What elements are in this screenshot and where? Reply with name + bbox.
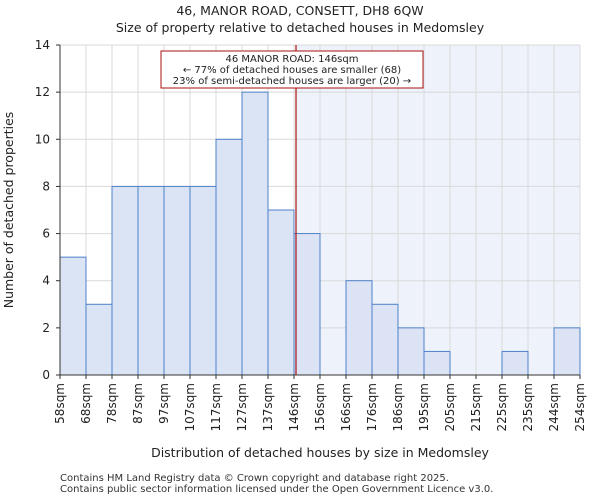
annotation-larger: 23% of semi-detached houses are larger (… [173, 76, 411, 87]
histogram-bar [163, 185, 191, 376]
x-tick-label: 87sqm [131, 383, 145, 424]
x-tick-label: 156sqm [313, 383, 327, 431]
histogram-bar [553, 327, 581, 376]
x-tick-label: 195sqm [417, 383, 431, 431]
y-tick-label: 14 [35, 38, 50, 52]
x-tick-label: 235sqm [521, 383, 535, 431]
x-tick-label: 205sqm [443, 383, 457, 431]
histogram-bar [111, 185, 139, 376]
y-tick-label: 4 [42, 274, 50, 288]
histogram-bar [397, 327, 425, 376]
x-tick-label: 117sqm [209, 383, 223, 431]
histogram-bar [345, 280, 373, 376]
histogram-bar [423, 350, 451, 376]
y-tick-label: 10 [35, 132, 50, 146]
histogram-bar [85, 303, 113, 376]
x-tick-label: 254sqm [573, 383, 587, 431]
x-tick-label: 166sqm [339, 383, 353, 431]
x-tick-label: 186sqm [391, 383, 405, 431]
x-tick-label: 127sqm [235, 383, 249, 431]
x-tick-label: 78sqm [105, 383, 119, 424]
histogram-chart: 0 2 4 6 8 10 12 14 58sqm 68sqm 78sqm 87sqm 97sqm 107s… [1, 38, 587, 460]
x-tick-label: 68sqm [79, 383, 93, 424]
x-tick-label: 137sqm [261, 383, 275, 431]
x-tick-label: 176sqm [365, 383, 379, 431]
x-tick-label: 225sqm [495, 383, 509, 431]
x-tick-label: 58sqm [53, 383, 67, 424]
histogram-bar [137, 185, 165, 376]
y-axis-label: Number of detached properties [1, 112, 16, 309]
annotation-smaller: ← 77% of detached houses are smaller (68… [183, 65, 401, 76]
x-tick-label: 244sqm [547, 383, 561, 431]
histogram-bar [59, 256, 87, 376]
annotation-box [160, 50, 424, 89]
x-axis-label: Distribution of detached houses by size … [151, 445, 489, 460]
x-tick-label: 146sqm [287, 383, 301, 431]
y-tick-label: 0 [42, 368, 50, 382]
histogram-bar [501, 350, 529, 376]
annotation-title: 46 MANOR ROAD: 146sqm [226, 54, 359, 65]
x-tick-label: 97sqm [157, 383, 171, 424]
histogram-bar [215, 138, 243, 376]
y-tick-label: 6 [42, 227, 50, 241]
footer-copyright: Contains HM Land Registry data © Crown c… [60, 473, 449, 484]
histogram-bar [293, 233, 321, 376]
y-tick-label: 12 [35, 85, 50, 99]
x-tick-label: 215sqm [469, 383, 483, 431]
histogram-bar [241, 91, 269, 376]
y-tick-label: 2 [42, 321, 50, 335]
larger-region-shade [296, 45, 580, 375]
chart-subtitle: Size of property relative to detached ho… [115, 20, 485, 35]
footer-licence: Contains public sector information licen… [60, 484, 494, 495]
y-tick-label: 8 [42, 179, 50, 193]
histogram-bar [267, 209, 295, 376]
histogram-bar [189, 185, 217, 376]
x-tick-label: 107sqm [183, 383, 197, 431]
histogram-bar [371, 303, 399, 376]
chart-title: 46, MANOR ROAD, CONSETT, DH8 6QW [176, 3, 424, 18]
